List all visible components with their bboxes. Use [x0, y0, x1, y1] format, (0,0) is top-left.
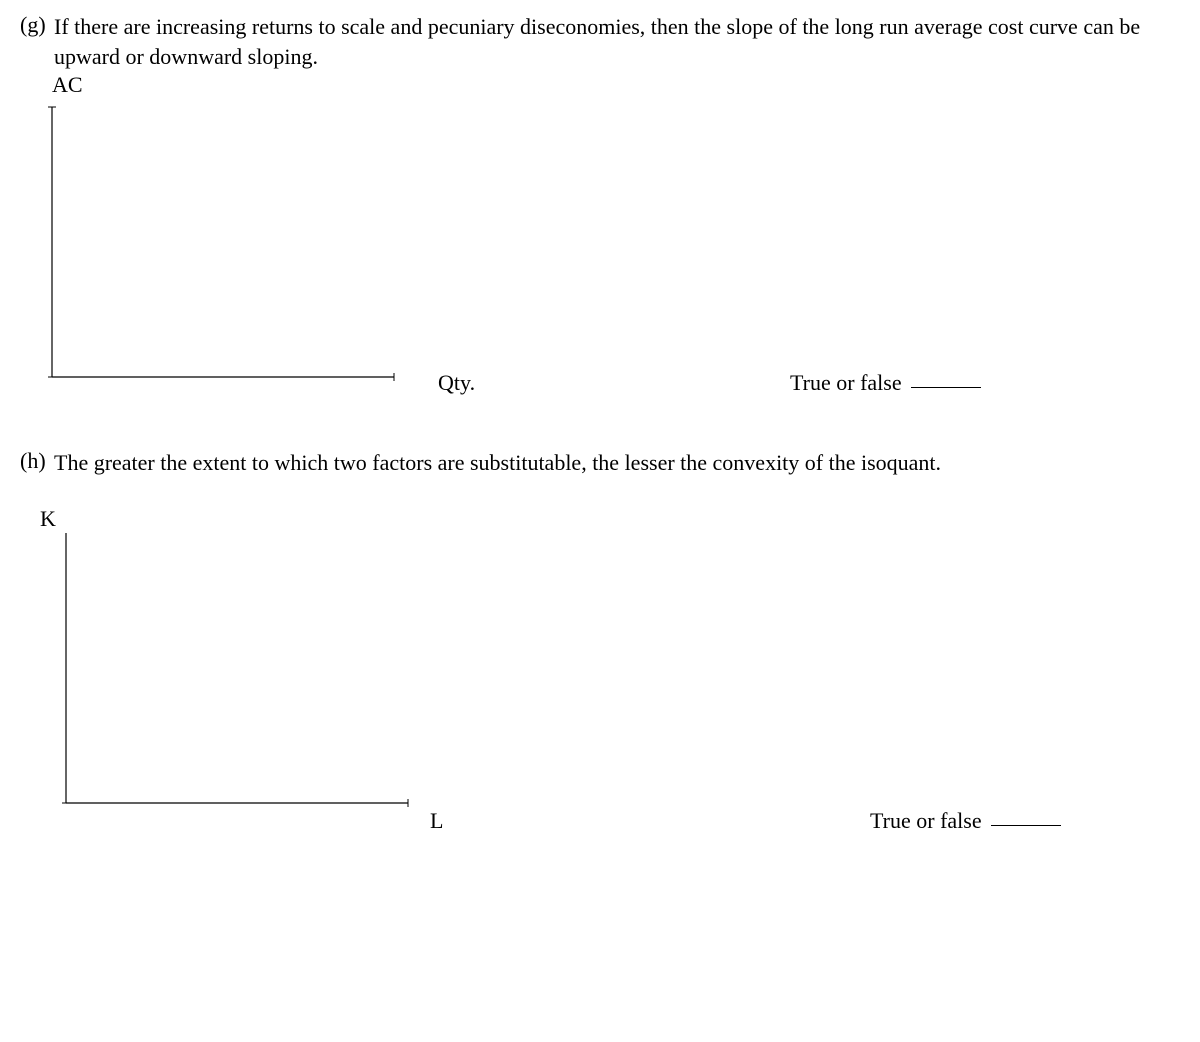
chart-h-y-axis-label: K	[40, 506, 56, 532]
chart-g-y-axis-label: AC	[52, 72, 83, 98]
question-h-true-false: True or false	[870, 808, 1061, 834]
question-h-tf-text: True or false	[870, 808, 982, 833]
question-g-label: (g)	[20, 12, 54, 38]
question-h-label: (h)	[20, 448, 54, 474]
question-g-tf-blank[interactable]	[911, 387, 981, 388]
chart-h-axes	[58, 528, 418, 808]
question-g-tf-text: True or false	[790, 370, 902, 395]
page: (g) If there are increasing returns to s…	[0, 0, 1200, 1042]
question-h-text: The greater the extent to which two fact…	[54, 448, 1172, 478]
chart-g-x-axis-label: Qty.	[438, 370, 475, 396]
chart-g-axes	[44, 102, 404, 382]
chart-h-x-axis-label: L	[430, 808, 443, 834]
question-g-text: If there are increasing returns to scale…	[54, 12, 1172, 71]
question-h-tf-blank[interactable]	[991, 825, 1061, 826]
question-g-true-false: True or false	[790, 370, 981, 396]
